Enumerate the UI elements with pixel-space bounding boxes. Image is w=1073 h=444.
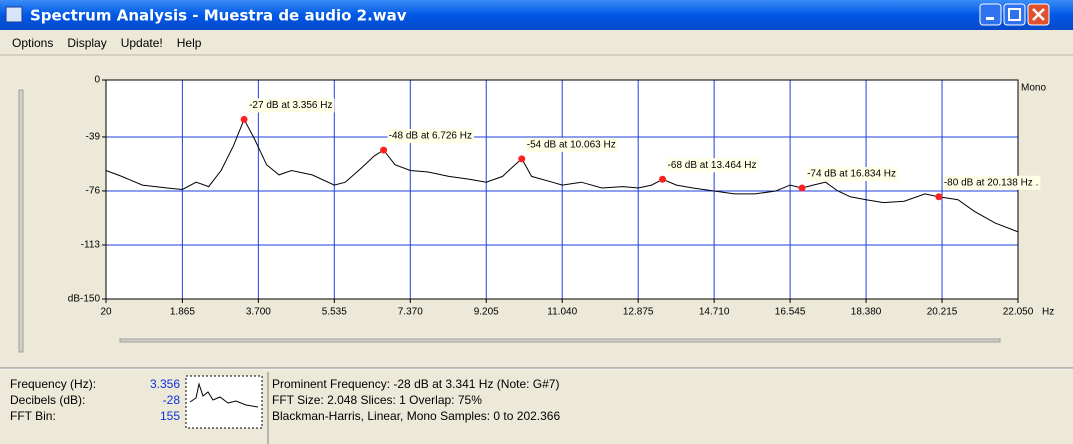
status-label: Decibels (dB):: [10, 393, 85, 407]
y-tick-label: -39: [86, 132, 101, 143]
y-axis-label: dB: [68, 294, 81, 305]
x-tick-label: 16.545: [775, 307, 806, 318]
peak-marker: [659, 175, 667, 183]
minimize-button[interactable]: [979, 3, 1002, 26]
x-tick-label: 5.535: [322, 307, 347, 318]
title-bar: [0, 0, 1073, 30]
status-info: Blackman-Harris, Linear, Mono Samples: 0…: [272, 409, 560, 423]
annotation-bg: [666, 158, 759, 173]
peak-marker: [380, 146, 388, 154]
annotation-bg: [387, 129, 475, 144]
y-tick-label: -76: [86, 186, 101, 197]
annotation-label: -54 dB at 10.063 Hz: [527, 139, 616, 150]
annotation-label: -80 dB at 20.138 Hz .: [944, 177, 1039, 188]
x-tick-label: 18.380: [851, 307, 882, 318]
annotation-label: -68 dB at 13.464 Hz: [668, 160, 757, 171]
app-icon: [5, 6, 23, 23]
x-tick-label: 1.865: [170, 307, 195, 318]
annotation-label: -48 dB at 6.726 Hz: [389, 131, 472, 142]
spectrum-line: [105, 118, 1019, 233]
x-tick-label: 14.710: [699, 307, 730, 318]
maximize-icon: [1008, 8, 1021, 21]
x-tick-label: 11.040: [547, 307, 577, 318]
status-label: FFT Bin:: [10, 409, 56, 423]
mini-spectrum-line: [189, 382, 259, 408]
peak-marker: [798, 184, 806, 192]
annotation-label: -74 dB at 16.834 Hz: [807, 169, 896, 180]
menu-item[interactable]: Help: [177, 36, 202, 50]
x-tick-label: 20: [100, 307, 112, 318]
status-panel: Frequency (Hz): 3.356 Decibels (dB): -28 FFT…: [10, 377, 560, 423]
x-tick-label: 3.700: [246, 307, 271, 318]
annotation-bg: [525, 137, 618, 152]
window-title: Spectrum Analysis - Muestra de audio 2.w…: [30, 7, 407, 25]
status-label: Frequency (Hz):: [10, 377, 96, 391]
x-tick-label: 22.050: [1003, 307, 1034, 318]
horizontal-slider[interactable]: [119, 338, 1001, 343]
status-info: FFT Size: 2.048 Slices: 1 Overlap: 75%: [272, 393, 482, 407]
y-tick-label: 0: [94, 75, 100, 86]
peak-marker: [240, 115, 248, 123]
menu-item[interactable]: Update!: [121, 36, 163, 50]
x-tick-label: 9.205: [474, 307, 499, 318]
menu-bar: Options Display Update! Help: [12, 36, 202, 50]
maximize-button[interactable]: [1003, 3, 1026, 26]
status-value: -28: [163, 393, 181, 407]
peak-marker: [518, 155, 526, 163]
vertical-slider[interactable]: [18, 89, 24, 353]
mini-spectrum: [185, 375, 263, 429]
close-icon: [1032, 8, 1045, 21]
x-tick-label: 7.370: [398, 307, 423, 318]
peak-marker: [935, 193, 943, 201]
channel-label: Mono: [1021, 83, 1046, 94]
x-tick-label: 20.215: [927, 307, 958, 318]
x-tick-label: 12.875: [623, 307, 654, 318]
annotation-label: -27 dB at 3.356 Hz: [249, 100, 332, 111]
status-value: 155: [160, 409, 180, 423]
menu-item[interactable]: Display: [67, 36, 106, 50]
y-tick-label: -150: [80, 294, 100, 305]
annotation-bg: [248, 98, 335, 113]
menu-item[interactable]: Options: [12, 36, 53, 50]
annotation-bg: [942, 175, 1041, 190]
y-tick-label: -113: [81, 240, 101, 251]
status-info: Prominent Frequency: -28 dB at 3.341 Hz …: [272, 377, 559, 391]
minimize-icon: [986, 17, 994, 20]
annotation-bg: [806, 167, 899, 182]
status-value: 3.356: [150, 377, 180, 391]
x-axis-label: Hz: [1042, 307, 1054, 318]
